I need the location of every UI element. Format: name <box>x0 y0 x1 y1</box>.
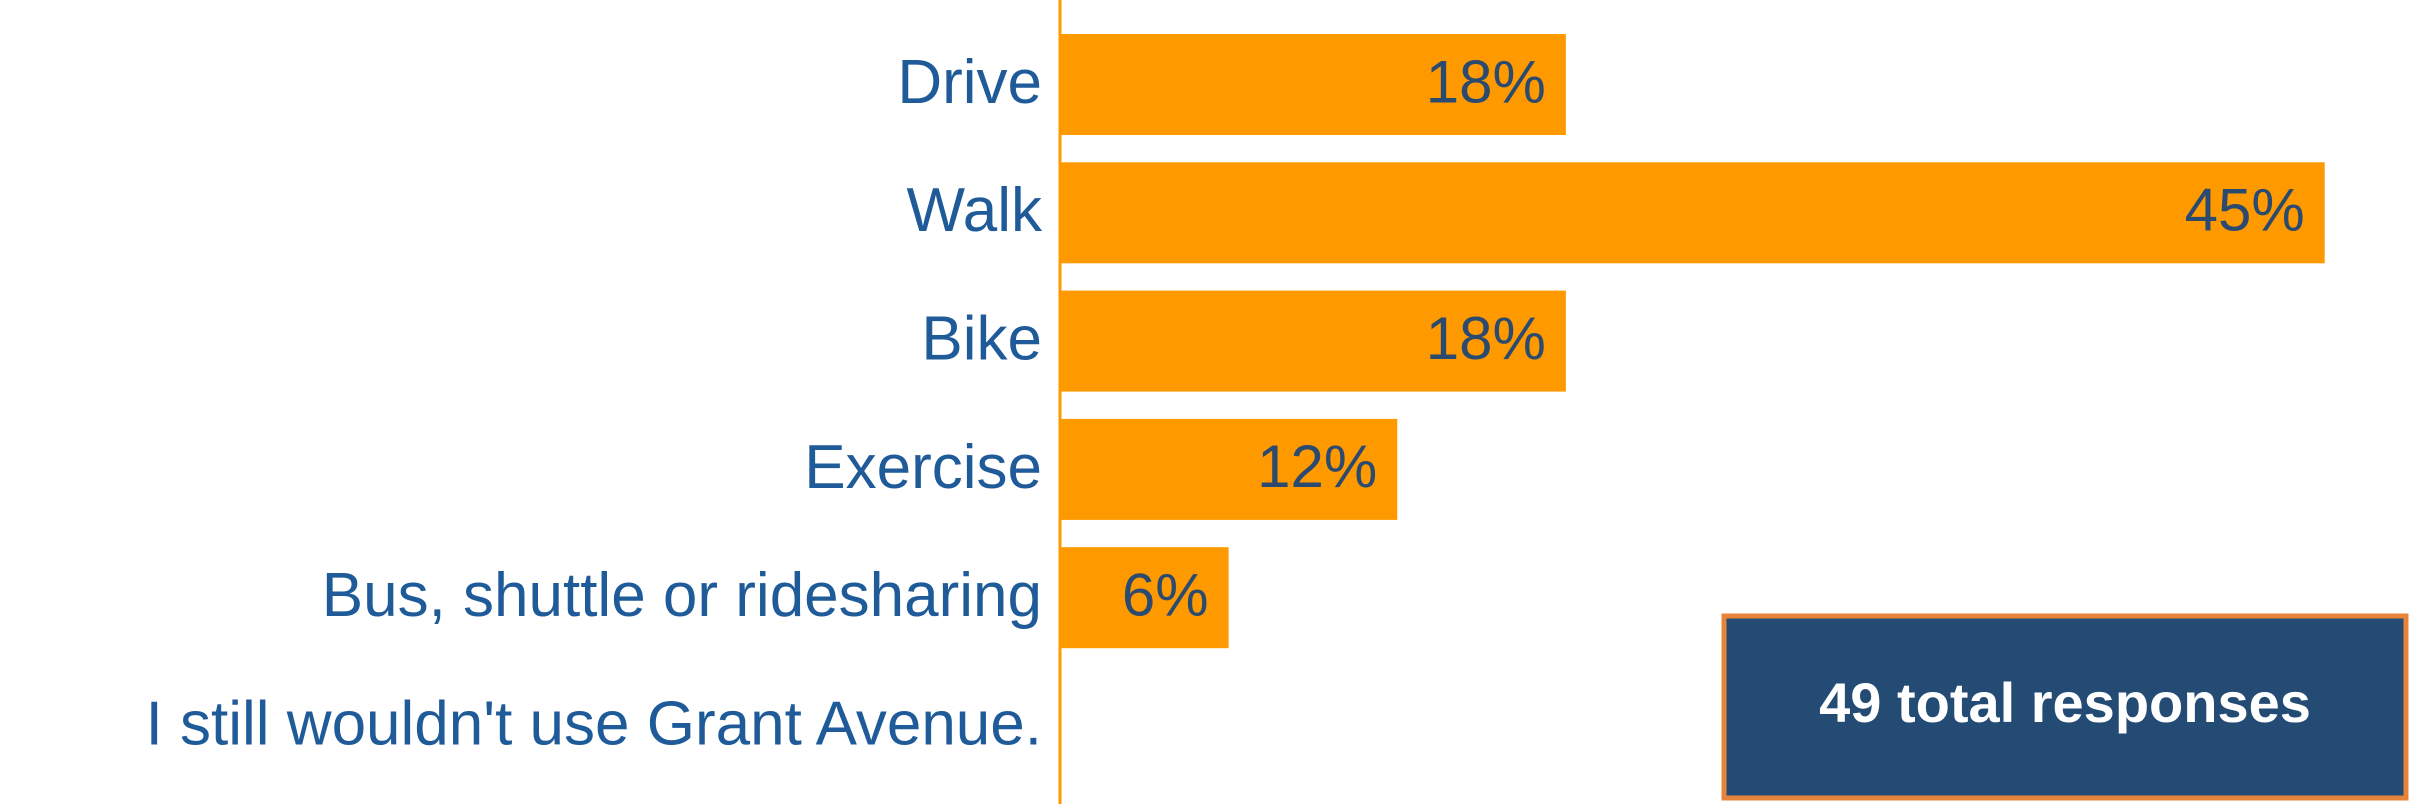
category-label: Drive <box>897 48 1042 117</box>
category-label: Bike <box>921 304 1042 373</box>
bar <box>1060 34 1566 135</box>
bar <box>1060 290 1566 392</box>
bar <box>1060 418 1398 520</box>
data-label: 18% <box>1426 305 1546 372</box>
category-label: Bus, shuttle or ridesharing <box>322 561 1042 630</box>
annotation: 49 total responses <box>1819 671 2311 734</box>
data-label: 45% <box>2185 177 2305 244</box>
annotation-box <box>1721 613 2409 801</box>
data-label: 6% <box>1122 562 1209 629</box>
data-label: 12% <box>1257 433 1377 500</box>
category-label: Exercise <box>804 433 1042 502</box>
data-label: 18% <box>1426 48 1546 115</box>
category-label: I still wouldn't use Grant Avenue. <box>146 689 1042 758</box>
bar <box>1060 547 1229 649</box>
bar <box>1060 162 2325 264</box>
category-label: Walk <box>907 176 1043 245</box>
